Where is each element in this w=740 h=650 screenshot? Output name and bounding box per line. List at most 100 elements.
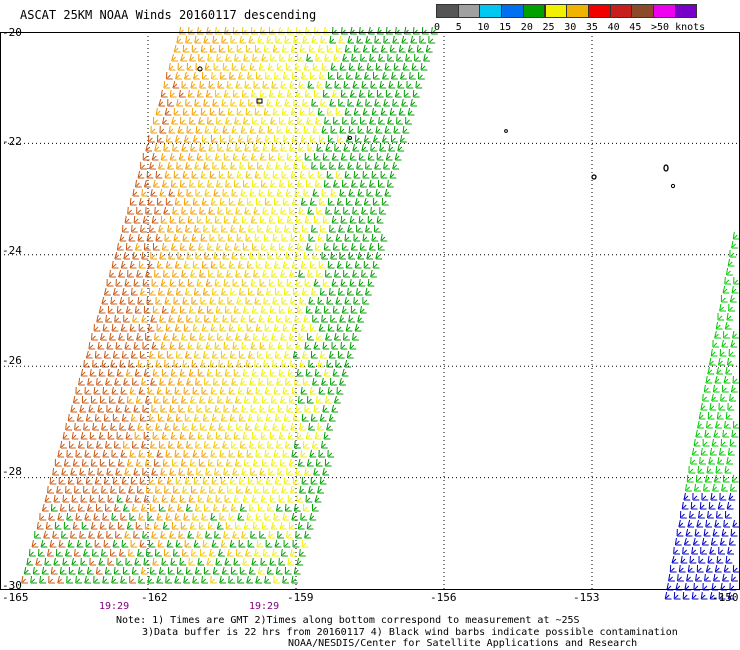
wind-barb <box>128 296 136 305</box>
wind-barb <box>282 449 290 458</box>
wind-barb <box>134 242 142 251</box>
wind-barb <box>213 440 220 449</box>
wind-barb <box>67 413 75 422</box>
wind-barb <box>69 440 76 449</box>
wind-barb <box>107 305 115 314</box>
wind-barb <box>188 557 196 566</box>
wind-barb <box>231 62 239 71</box>
wind-barb <box>329 161 336 170</box>
wind-barb <box>302 161 309 170</box>
wind-barb <box>314 368 322 377</box>
wind-barb <box>718 447 726 456</box>
wind-barb <box>90 395 98 404</box>
wind-barb <box>348 62 356 71</box>
wind-barb <box>366 251 374 260</box>
wind-barb <box>125 557 133 566</box>
wind-barb <box>356 98 364 107</box>
wind-barb <box>234 53 241 62</box>
wind-barb <box>93 512 101 521</box>
wind-barb <box>354 323 362 332</box>
wind-barb <box>166 539 174 548</box>
wind-barb <box>280 269 287 278</box>
wind-barb <box>297 53 304 62</box>
wind-barb <box>155 422 162 431</box>
wind-barb <box>282 386 290 395</box>
wind-barb <box>194 161 201 170</box>
wind-barb <box>725 366 733 375</box>
wind-barb <box>300 449 308 458</box>
wind-barb <box>220 71 227 80</box>
wind-barb <box>212 161 219 170</box>
wind-barb <box>287 494 295 503</box>
wind-barb <box>246 260 254 269</box>
wind-barb <box>224 557 232 566</box>
wind-barb <box>171 521 179 530</box>
wind-barb <box>417 71 425 80</box>
wind-barb <box>359 305 367 314</box>
wind-barb <box>232 404 240 413</box>
wind-barb <box>242 431 250 440</box>
wind-barb <box>205 152 213 161</box>
wind-barb <box>181 206 189 215</box>
wind-barb <box>217 80 225 89</box>
wind-barb <box>189 116 196 125</box>
wind-barb <box>309 449 317 458</box>
wind-barb <box>173 422 180 431</box>
wind-barb <box>103 476 111 485</box>
wind-barb <box>274 350 282 359</box>
wind-barb <box>149 566 157 575</box>
wind-barb <box>712 384 720 393</box>
wind-barb <box>385 89 393 98</box>
wind-barb <box>393 62 401 71</box>
wind-barb <box>304 215 312 224</box>
wind-barb <box>204 62 212 71</box>
wind-barb <box>708 456 716 465</box>
wind-barb <box>251 557 259 566</box>
wind-barb <box>726 456 734 465</box>
wind-barb <box>334 269 341 278</box>
wind-barb <box>292 539 300 548</box>
wind-barb <box>175 71 182 80</box>
notes: Note: 1) Times are GMT 2)Times along bot… <box>0 615 740 650</box>
legend-label-4: 20 <box>520 22 533 33</box>
wind-barb <box>197 242 205 251</box>
wind-barb <box>250 467 258 476</box>
wind-barb <box>200 44 208 53</box>
wind-barb <box>223 341 231 350</box>
wind-barb <box>151 341 159 350</box>
wind-barb <box>720 294 728 303</box>
wind-barb <box>697 420 704 429</box>
wind-barb <box>246 512 254 521</box>
wind-barb <box>700 402 708 411</box>
wind-barb <box>47 485 54 494</box>
wind-barb <box>340 278 348 287</box>
wind-barb <box>276 188 284 197</box>
wind-barb <box>336 71 344 80</box>
wind-barb <box>348 125 356 134</box>
wind-barb <box>132 251 140 260</box>
wind-barb <box>317 422 324 431</box>
wind-barb <box>260 557 268 566</box>
wind-barb <box>140 224 147 233</box>
wind-barb <box>189 521 197 530</box>
wind-barb <box>310 287 318 296</box>
wind-barb <box>353 170 361 179</box>
wind-barb <box>210 512 218 521</box>
wind-barb <box>215 368 223 377</box>
wind-barb <box>271 206 279 215</box>
wind-barb <box>208 548 216 557</box>
wind-barb <box>243 458 251 467</box>
wind-barb <box>219 197 227 206</box>
wind-barb <box>99 458 107 467</box>
wind-barb <box>723 519 731 528</box>
wind-barb <box>159 314 166 323</box>
wind-barb <box>205 530 212 539</box>
wind-barb <box>233 242 241 251</box>
wind-barb <box>286 404 294 413</box>
wind-barb <box>692 492 700 501</box>
wind-barb <box>183 197 191 206</box>
wind-barb <box>190 548 198 557</box>
wind-barb <box>125 494 133 503</box>
wind-barb <box>305 494 313 503</box>
wind-barb <box>234 395 242 404</box>
